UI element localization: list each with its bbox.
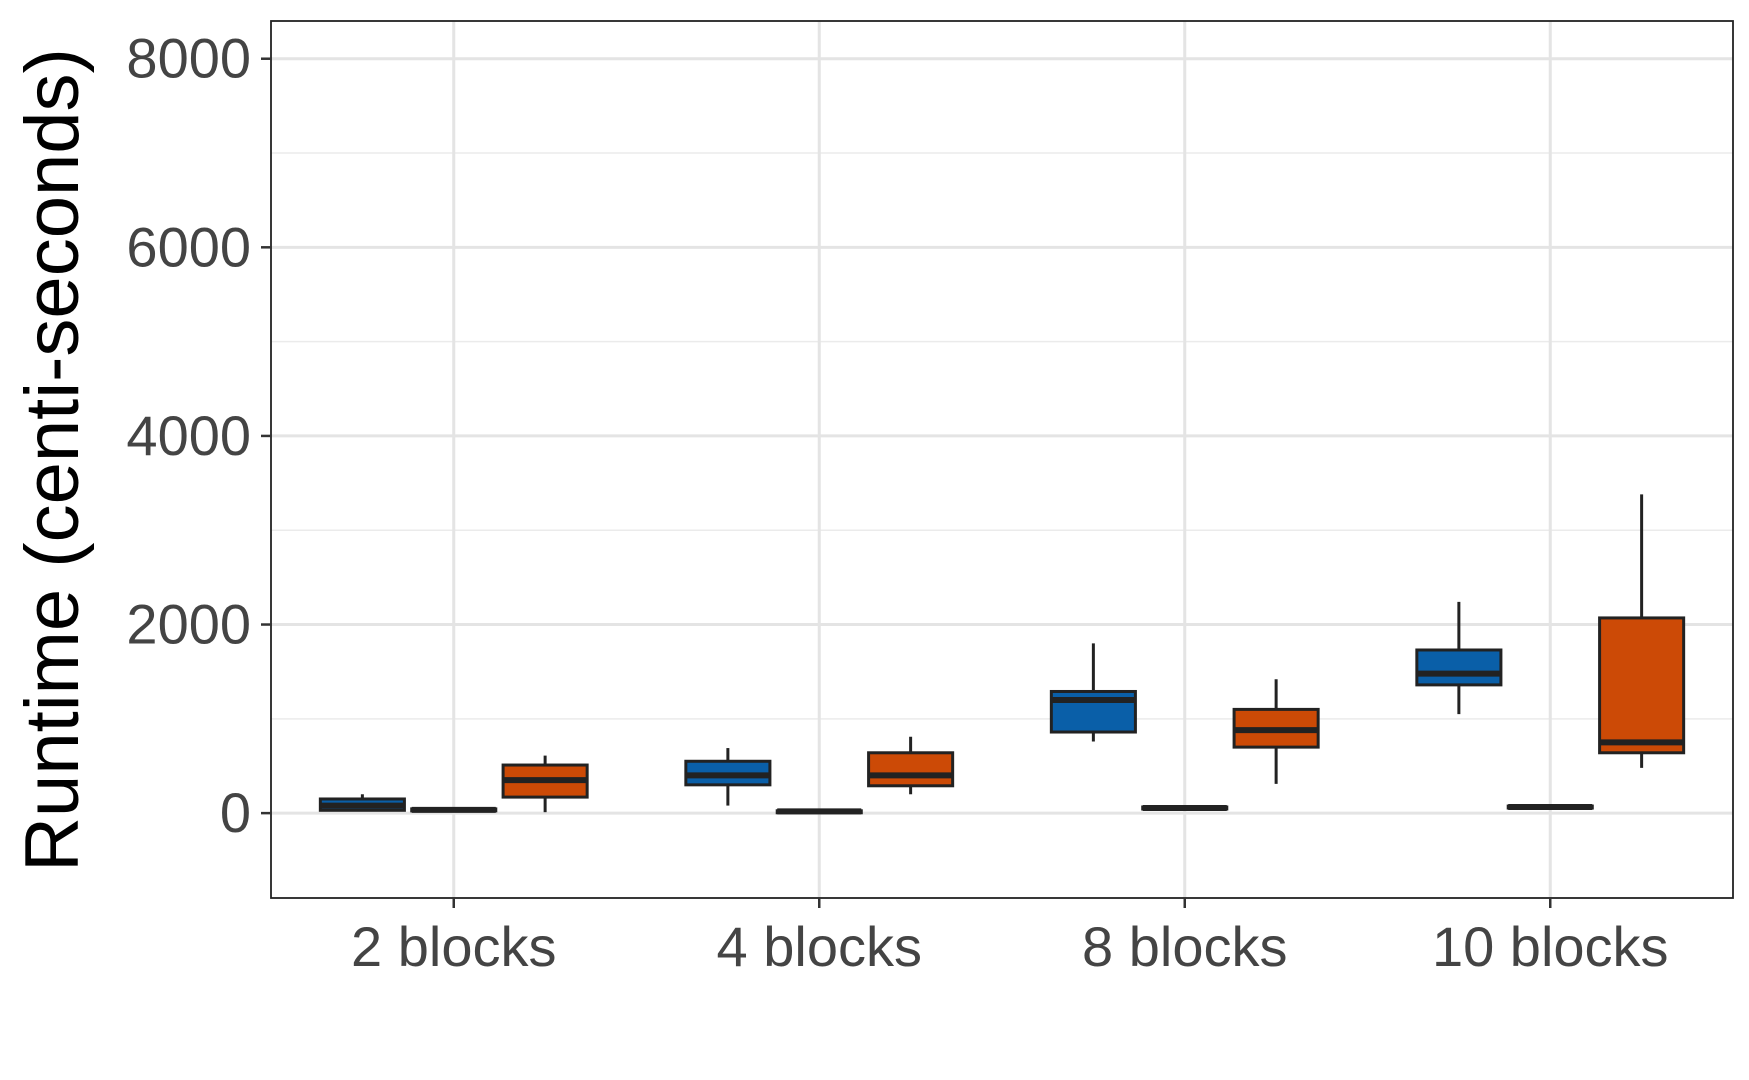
box-3-3 [1232, 679, 1320, 784]
box-3-1 [501, 755, 589, 813]
box [1415, 648, 1503, 687]
plot-panel-background [271, 21, 1733, 898]
box-1-1 [318, 794, 406, 812]
y-tick-label: 0 [220, 781, 251, 844]
box-2-3 [1141, 804, 1229, 811]
y-axis-title: Runtime (centi-seconds) [10, 48, 95, 872]
x-tick-label: 4 blocks [717, 915, 922, 978]
x-tick-label: 2 blocks [351, 915, 556, 978]
box-2-1 [410, 806, 498, 813]
box [867, 751, 955, 788]
major-gridlines [271, 21, 1733, 898]
x-axis: 2 blocks 4 blocks 8 blocks 10 blocks [351, 898, 1669, 978]
y-tick-label: 4000 [126, 404, 251, 467]
plot-panel-border [270, 20, 1734, 899]
box-2-4 [1506, 803, 1594, 810]
x-tick-label: 8 blocks [1082, 915, 1287, 978]
box-1-3 [1049, 643, 1137, 742]
x-tick-label: 10 blocks [1432, 915, 1669, 978]
box-3-2 [867, 736, 955, 795]
box-1-2 [684, 748, 772, 806]
y-tick-label: 6000 [126, 215, 251, 278]
y-tick-label: 8000 [126, 27, 251, 90]
y-tick-label: 2000 [126, 593, 251, 656]
box-2-2 [775, 808, 863, 815]
box-3-4 [1598, 494, 1686, 768]
box-groups [318, 494, 1686, 815]
y-axis: 0 2000 4000 6000 8000 [126, 27, 271, 844]
box [1598, 616, 1686, 755]
minor-gridlines [271, 152, 1733, 720]
box-1-4 [1415, 601, 1503, 715]
